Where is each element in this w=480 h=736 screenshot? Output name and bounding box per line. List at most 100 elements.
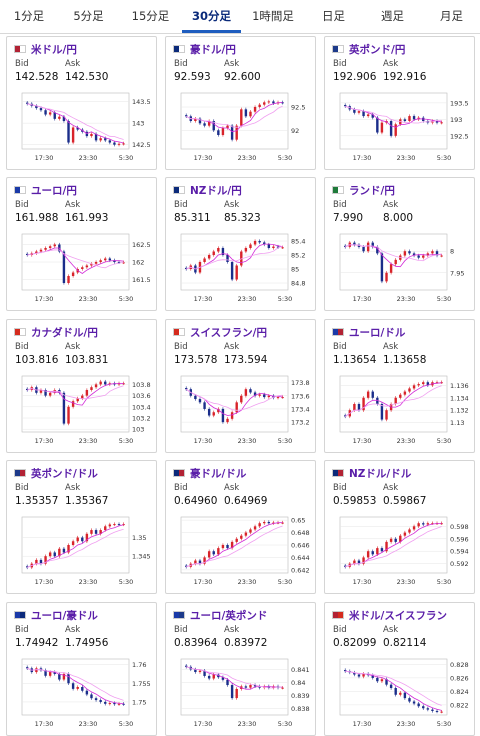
pair-link[interactable]: 米ドル/円 — [31, 43, 77, 56]
candle — [249, 529, 252, 533]
candle — [376, 246, 379, 254]
currency-card[interactable]: 米ドル/円 Bid Ask 142.528 142.530 143.5 143 142.5 17… — [6, 36, 157, 170]
tab-2[interactable]: 5分足 — [73, 9, 104, 23]
candle — [435, 382, 439, 384]
currency-card[interactable]: NZドル/円 Bid Ask 85.311 85.323 85.4 85.2 85 84.8 17… — [165, 177, 316, 311]
pair-link[interactable]: スイスフラン/円 — [190, 326, 268, 339]
y-tick-label: 0.838 — [291, 705, 310, 713]
pair-link[interactable]: ユーロ/英ポンド — [190, 609, 268, 622]
tab-5[interactable]: 1時間足 — [252, 9, 294, 23]
moving-average-line — [185, 388, 283, 411]
candle — [221, 408, 225, 423]
pair-link[interactable]: ユーロ/円 — [31, 184, 77, 197]
card-header: NZドル/円 — [173, 183, 242, 197]
candle — [90, 530, 93, 534]
chart-svg: 103.8 103.6 103.4 103.2 103 17:30 23:30 5:30 — [21, 375, 151, 445]
tab-7[interactable]: 週足 — [381, 9, 404, 23]
candle — [90, 263, 93, 266]
bid-label: Bid — [333, 342, 347, 352]
bid-value: 7.990 — [333, 212, 364, 224]
pair-link[interactable]: ユーロ/豪ドル — [31, 609, 98, 622]
candle — [403, 391, 407, 395]
candle — [371, 242, 374, 247]
candle — [48, 392, 52, 396]
y-tick-label: 85 — [291, 266, 299, 274]
mini-chart: 1.35 1.345 17:30 23:30 5:30 — [11, 511, 154, 591]
candle — [426, 523, 430, 525]
plot-frame — [180, 375, 289, 433]
mini-chart: 103.8 103.6 103.4 103.2 103 17:30 23:30 5:30 — [11, 370, 154, 450]
currency-card[interactable]: ランド/円 Bid Ask 7.990 8.000 8 7.95 17:30 23:30 5:30 — [324, 177, 475, 311]
pair-link[interactable]: 米ドル/スイスフラン — [349, 609, 448, 622]
candle — [253, 107, 257, 112]
candle — [417, 384, 420, 386]
candle — [362, 246, 365, 252]
y-tick-label: 161.5 — [132, 276, 151, 284]
candle — [185, 665, 188, 667]
candle — [362, 111, 365, 117]
tab-4[interactable]: 30分足 — [182, 0, 241, 33]
candle — [198, 670, 202, 673]
candle — [258, 523, 261, 527]
currency-card[interactable]: ユーロ/ドル Bid Ask 1.13654 1.13658 1.136 1.134 1.13… — [324, 319, 475, 453]
candle — [67, 406, 70, 424]
candle — [117, 383, 121, 385]
currency-card[interactable]: ユーロ/円 Bid Ask 161.988 161.993 162.5 162 161.5 17… — [6, 177, 157, 311]
x-tick-label: 5:30 — [278, 295, 293, 303]
candle — [48, 112, 52, 115]
y-tick-label: 1.136 — [450, 382, 469, 390]
candle — [217, 408, 220, 413]
card-header: 英ポンド/円 — [332, 42, 405, 56]
tab-1[interactable]: 1分足 — [13, 9, 45, 23]
candle — [244, 109, 248, 117]
tab-3[interactable]: 15分足 — [131, 9, 170, 23]
tab-8[interactable]: 月足 — [440, 9, 463, 23]
currency-card[interactable]: 英ポンド/ドル Bid Ask 1.35357 1.35367 1.35 1.345 17:3… — [6, 460, 157, 594]
pair-link[interactable]: カナダドル/円 — [31, 326, 98, 339]
candle — [44, 390, 47, 396]
card-header: ユーロ/ドル — [332, 325, 405, 339]
y-tick-label: 0.841 — [291, 666, 310, 674]
bid-value: 161.988 — [15, 212, 59, 224]
candle — [440, 255, 443, 257]
pair-link[interactable]: NZドル/円 — [190, 184, 242, 197]
candle — [71, 401, 75, 407]
y-tick-label: 0.65 — [291, 517, 305, 525]
pair-link[interactable]: ユーロ/ドル — [349, 326, 406, 339]
ask-value: 0.64969 — [224, 495, 268, 507]
currency-card[interactable]: スイスフラン/円 Bid Ask 173.578 173.594 173.8 173.6 17… — [165, 319, 316, 453]
currency-card[interactable]: ユーロ/豪ドル Bid Ask 1.74942 1.74956 1.76 1.755 1.75… — [6, 602, 157, 736]
candle — [122, 383, 125, 385]
candle — [226, 125, 229, 128]
pair-link[interactable]: 英ポンド/円 — [349, 43, 406, 56]
currency-card[interactable]: カナダドル/円 Bid Ask 103.816 103.831 103.8 103.6 103… — [6, 319, 157, 453]
currency-card[interactable]: 米ドル/スイスフラン Bid Ask 0.82099 0.82114 0.828 0.826… — [324, 602, 475, 736]
plot-frame — [21, 516, 130, 574]
pair-link[interactable]: ランド/円 — [349, 184, 395, 197]
tab-6[interactable]: 日足 — [322, 9, 345, 23]
candle — [267, 244, 271, 248]
candle — [44, 556, 47, 564]
currency-card[interactable]: 豪ドル/ドル Bid Ask 0.64960 0.64969 0.65 0.648 0.646… — [165, 460, 316, 594]
mini-chart: 0.598 0.596 0.594 0.592 17:30 23:30 5:30 — [329, 511, 472, 591]
candle — [26, 667, 29, 669]
bid-label: Bid — [174, 59, 188, 69]
currency-card[interactable]: NZドル/ドル Bid Ask 0.59853 0.59867 0.598 0.596 0.5… — [324, 460, 475, 594]
chart-svg: 8 7.95 17:30 23:30 5:30 — [339, 233, 464, 303]
pair-link[interactable]: 豪ドル/円 — [190, 43, 236, 56]
pair-link[interactable]: NZドル/ドル — [349, 467, 412, 480]
currency-card[interactable]: 豪ドル/円 Bid Ask 92.593 92.600 92.5 92 17:30 23:30 5… — [165, 36, 316, 170]
candle — [35, 668, 38, 673]
candle — [240, 109, 243, 126]
bid-value: 103.816 — [15, 354, 59, 366]
candle — [385, 679, 388, 685]
pair-link[interactable]: 豪ドル/ドル — [190, 467, 247, 480]
candle — [376, 397, 379, 404]
currency-card[interactable]: 英ポンド/円 Bid Ask 192.906 192.916 193.5 193 192.5 1… — [324, 36, 475, 170]
pair-link[interactable]: 英ポンド/ドル — [31, 467, 98, 480]
candle — [90, 387, 93, 390]
ask-label: Ask — [383, 59, 399, 69]
mini-chart: 0.65 0.648 0.646 0.644 0.642 17:30 23:30 5:30 — [170, 511, 313, 591]
candle — [235, 125, 238, 140]
currency-card[interactable]: ユーロ/英ポンド Bid Ask 0.83964 0.83972 0.841 0.84 0.8… — [165, 602, 316, 736]
